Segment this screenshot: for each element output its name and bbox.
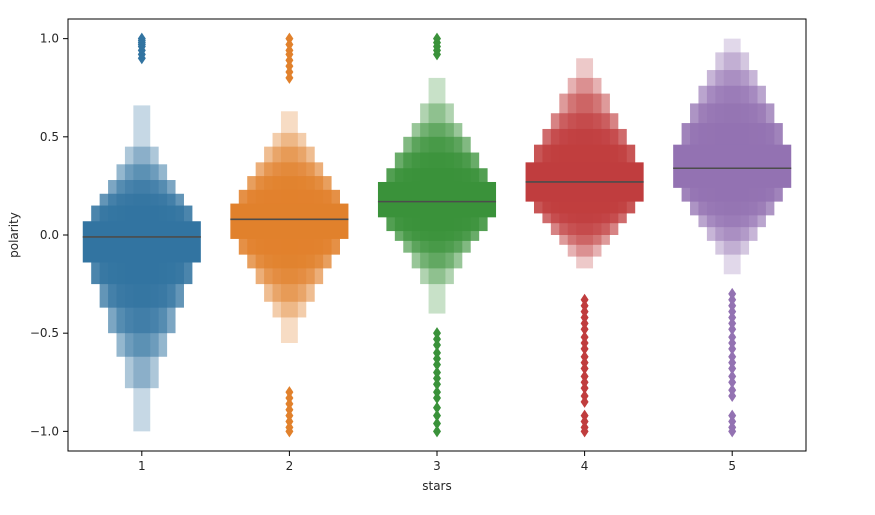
boxen-box	[377, 181, 497, 218]
outlier-point	[728, 323, 737, 336]
outlier-point	[433, 338, 441, 351]
boxen-box	[82, 221, 201, 263]
boxen-group-5	[673, 38, 792, 438]
outlier-point	[580, 362, 589, 375]
outlier-point	[137, 52, 146, 65]
outlier-point	[433, 378, 441, 391]
x-tick-label: 1	[138, 459, 146, 473]
outlier-point	[580, 323, 589, 336]
outlier-point	[433, 48, 441, 61]
outlier-point	[728, 425, 737, 438]
x-tick-label: 2	[286, 459, 294, 473]
boxen-box	[230, 203, 349, 239]
plot-area	[82, 32, 792, 438]
x-tick-label: 3	[433, 459, 441, 473]
y-tick-label: 1.0	[40, 32, 59, 46]
y-tick-label: 0.0	[40, 228, 59, 242]
outlier-point	[580, 395, 589, 408]
y-tick-label: −0.5	[30, 326, 59, 340]
outlier-point	[728, 376, 737, 389]
boxen-group-4	[525, 58, 644, 438]
boxen-group-3	[377, 32, 497, 438]
y-tick-label: −1.0	[30, 424, 59, 438]
boxen-group-2	[230, 32, 349, 438]
x-axis: 1 2 3 4 5	[138, 451, 736, 473]
outlier-point	[580, 382, 589, 395]
outlier-point	[580, 425, 589, 438]
outlier-point	[285, 425, 294, 438]
y-axis-label: polarity	[7, 212, 21, 258]
outlier-point	[433, 417, 441, 430]
outlier-point	[433, 425, 441, 438]
boxen-box	[673, 144, 792, 188]
outlier-point	[728, 390, 737, 403]
outlier-point	[433, 401, 441, 414]
x-tick-label: 5	[728, 459, 736, 473]
outlier-point	[580, 342, 589, 355]
y-axis: −1.0 −0.5 0.0 0.5 1.0	[30, 32, 68, 438]
x-axis-label: stars	[422, 479, 452, 493]
y-tick-label: 0.5	[40, 130, 59, 144]
outlier-point	[728, 342, 737, 355]
boxen-group-1	[82, 32, 201, 432]
outlier-point	[433, 358, 441, 371]
outlier-point	[433, 391, 441, 404]
outlier-point	[728, 362, 737, 375]
outlier-point	[285, 71, 294, 84]
outlier-point	[433, 409, 441, 422]
x-tick-label: 4	[581, 459, 589, 473]
